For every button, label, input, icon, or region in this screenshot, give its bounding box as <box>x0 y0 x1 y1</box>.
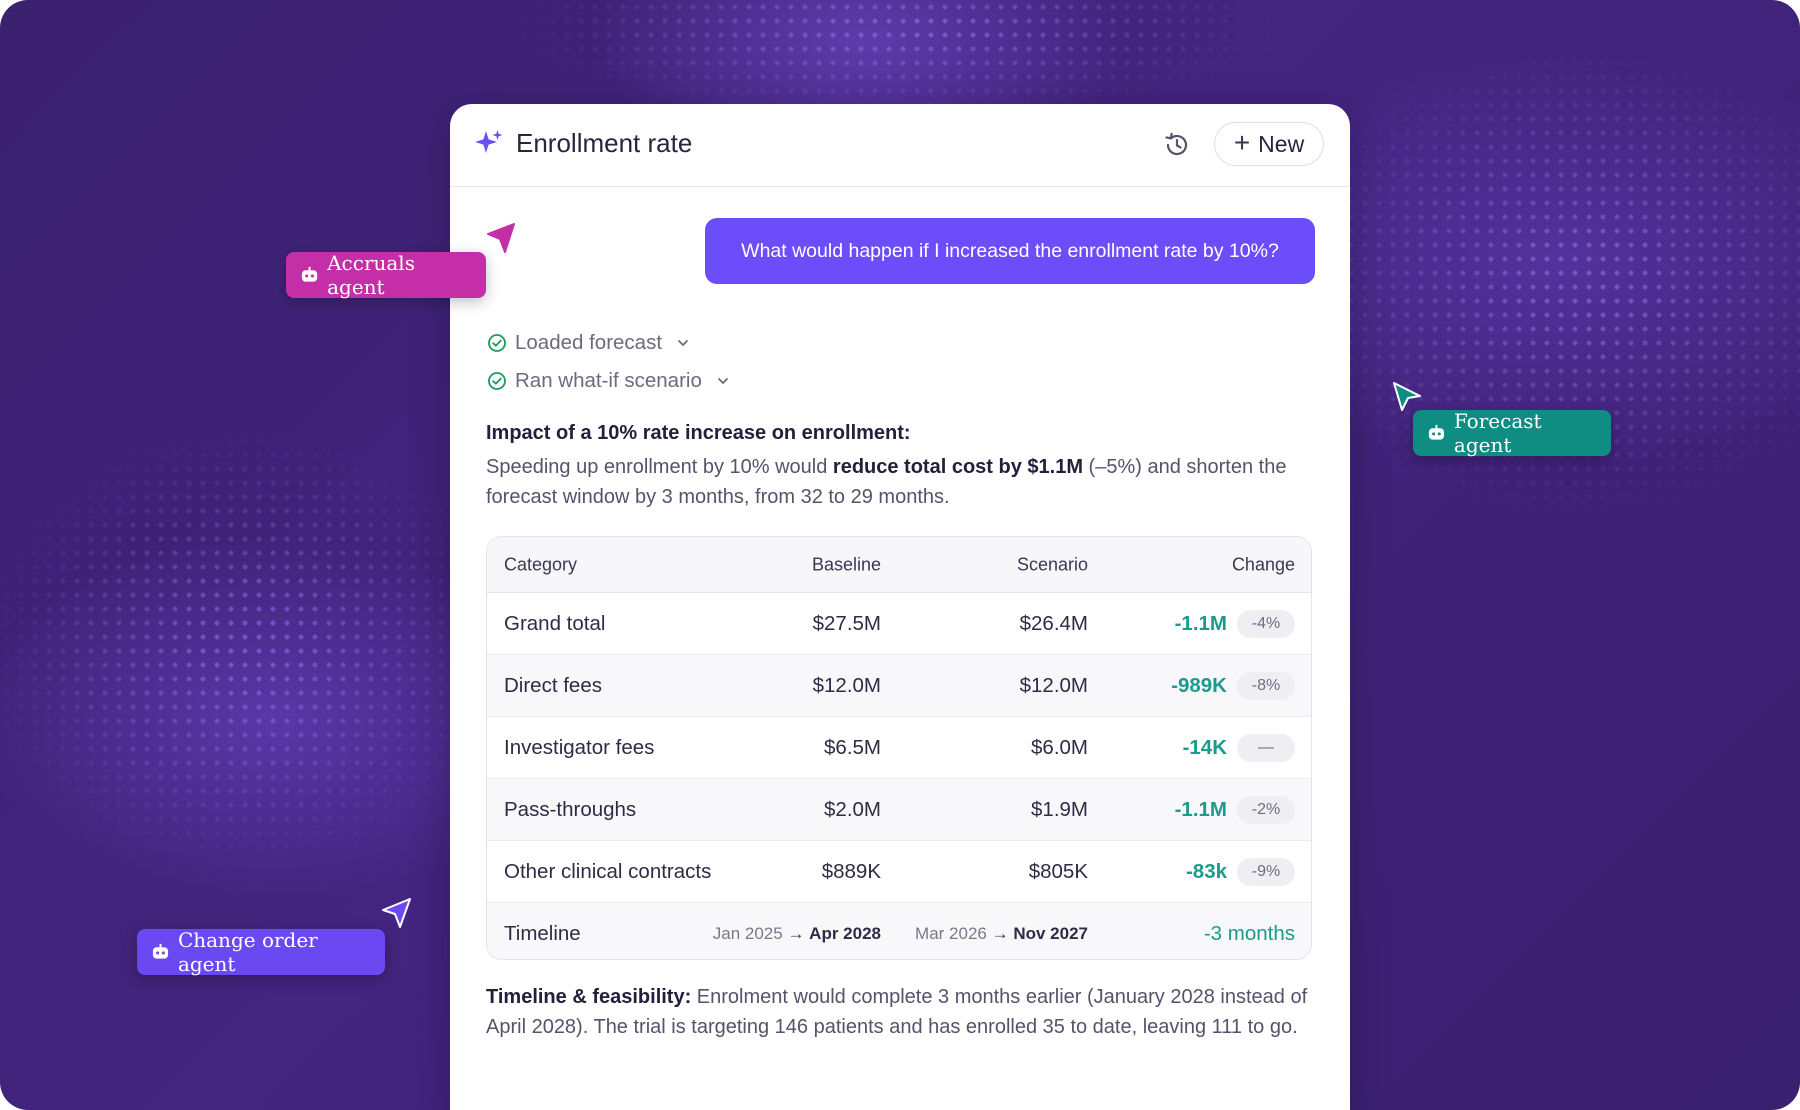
check-circle-icon <box>488 372 506 390</box>
row-baseline: $27.5M <box>812 611 881 635</box>
summary-paragraph: Speeding up enrollment by 10% would redu… <box>486 452 1316 512</box>
chevron-down-icon <box>717 378 728 384</box>
step-loaded-forecast[interactable]: Loaded forecast <box>487 331 690 355</box>
row-category: Other clinical contracts <box>504 859 712 883</box>
agent-label: Accruals agent <box>327 251 415 299</box>
chat-panel: Enrollment rate + New What would happen … <box>450 104 1350 1110</box>
row-scenario: $26.4M <box>1019 611 1088 635</box>
scenario-from: Mar 2026 <box>915 923 987 943</box>
row-baseline: $889K <box>821 859 881 883</box>
table-header: Category Baseline Scenario Change <box>487 537 1311 593</box>
row-change: -14K — <box>1182 733 1295 762</box>
change-value: -1.1M <box>1174 797 1227 821</box>
cursor-arrow-icon <box>1393 382 1421 411</box>
check-circle-icon <box>488 334 506 352</box>
row-scenario: $1.9M <box>1031 797 1088 821</box>
change-percent-badge: -4% <box>1237 609 1295 638</box>
row-change: -83k -9% <box>1185 857 1295 886</box>
summary-text-bold: reduce total cost by $1.1M <box>832 456 1083 478</box>
summary-text-after: (–5%) and shorten the forecast window by… <box>486 456 1287 508</box>
robot-icon <box>1428 424 1445 440</box>
feasibility-paragraph: Timeline & feasibility: Enrolment would … <box>486 982 1316 1042</box>
feasibility-text: Enrolment would complete 3 months earlie… <box>486 986 1308 1038</box>
row-category: Direct fees <box>504 673 602 697</box>
change-percent-badge: -9% <box>1237 857 1295 886</box>
baseline-to: Apr 2028 <box>809 923 881 943</box>
timeline-change: -3 months <box>1203 921 1295 945</box>
row-baseline: $2.0M <box>824 797 881 821</box>
table-row: Other clinical contracts $889K $805K -83… <box>487 841 1311 903</box>
row-scenario: $6.0M <box>1031 735 1088 759</box>
arrow-right-icon: → <box>787 923 805 943</box>
row-category: Investigator fees <box>504 735 655 759</box>
table-row: Direct fees $12.0M $12.0M -989K -8% <box>487 655 1311 717</box>
row-change: -3 months <box>1204 922 1295 946</box>
page-title: Enrollment rate <box>516 128 693 158</box>
cursor-arrow-icon <box>382 898 411 928</box>
plus-icon: + <box>1233 126 1251 158</box>
agent-label: Change order agent <box>177 928 318 976</box>
forecast-agent-badge[interactable]: Forecast agent <box>1413 409 1611 457</box>
table-row: Investigator fees $6.5M $6.0M -14K — <box>487 717 1311 779</box>
new-button[interactable]: + New <box>1214 122 1324 166</box>
panel-header: Enrollment rate + New <box>450 104 1350 187</box>
feasibility-heading: Timeline & feasibility: <box>486 986 692 1008</box>
column-header-scenario: Scenario <box>1016 554 1088 574</box>
row-change: -989K -8% <box>1171 671 1295 700</box>
row-change: -1.1M -4% <box>1174 609 1295 638</box>
change-percent-badge: — <box>1237 733 1295 762</box>
change-value: -989K <box>1171 673 1227 697</box>
step-label: Loaded forecast <box>515 331 663 354</box>
robot-icon <box>152 943 169 959</box>
arrow-right-icon: → <box>991 923 1009 943</box>
timeline-row: Timeline Jan 2025 → Apr 2028 Mar 2026 → … <box>487 903 1311 959</box>
step-ran-what-if[interactable]: Ran what-if scenario <box>487 369 730 393</box>
change-percent-badge: -8% <box>1237 671 1295 700</box>
row-category: Pass-throughs <box>504 797 637 821</box>
row-change: -1.1M -2% <box>1174 795 1295 824</box>
comparison-table: Category Baseline Scenario Change Grand … <box>486 536 1312 960</box>
baseline-timeline: Jan 2025 → Apr 2028 <box>713 924 881 944</box>
chevron-down-icon <box>678 340 688 346</box>
row-category: Timeline <box>504 921 581 945</box>
change-order-agent-badge[interactable]: Change order agent <box>137 928 385 976</box>
step-label: Ran what-if scenario <box>515 369 702 392</box>
robot-icon <box>301 266 318 282</box>
row-baseline: $6.5M <box>824 735 881 759</box>
sparkle-icon <box>475 130 503 153</box>
scenario-timeline: Mar 2026 → Nov 2027 <box>915 924 1088 944</box>
summary-text-before: Speeding up enrollment by 10% would <box>486 456 833 478</box>
table-row: Pass-throughs $2.0M $1.9M -1.1M -2% <box>487 779 1311 841</box>
history-button[interactable] <box>1158 126 1196 164</box>
user-message-bubble: What would happen if I increased the enr… <box>705 218 1315 284</box>
baseline-from: Jan 2025 <box>712 923 783 943</box>
history-icon <box>1165 132 1188 156</box>
cursor-arrow-icon <box>487 223 515 253</box>
column-header-change: Change <box>1231 554 1295 574</box>
new-button-label: New <box>1258 130 1305 157</box>
change-value: -1.1M <box>1174 611 1227 635</box>
column-header-category: Category <box>504 554 578 574</box>
user-message-text: What would happen if I increased the enr… <box>741 239 1279 262</box>
table-row: Grand total $27.5M $26.4M -1.1M -4% <box>487 593 1311 655</box>
change-percent-badge: -2% <box>1237 795 1295 824</box>
row-scenario: $805K <box>1028 859 1088 883</box>
accruals-agent-badge[interactable]: Accruals agent <box>286 251 486 299</box>
row-scenario: $12.0M <box>1019 673 1088 697</box>
column-header-baseline: Baseline <box>811 554 881 574</box>
change-value: -83k <box>1185 859 1227 883</box>
scenario-to: Nov 2027 <box>1013 923 1088 943</box>
row-category: Grand total <box>504 611 606 635</box>
agent-label: Forecast agent <box>1453 409 1542 457</box>
row-baseline: $12.0M <box>812 673 881 697</box>
change-value: -14K <box>1182 735 1227 759</box>
summary-heading: Impact of a 10% rate increase on enrollm… <box>486 422 911 444</box>
